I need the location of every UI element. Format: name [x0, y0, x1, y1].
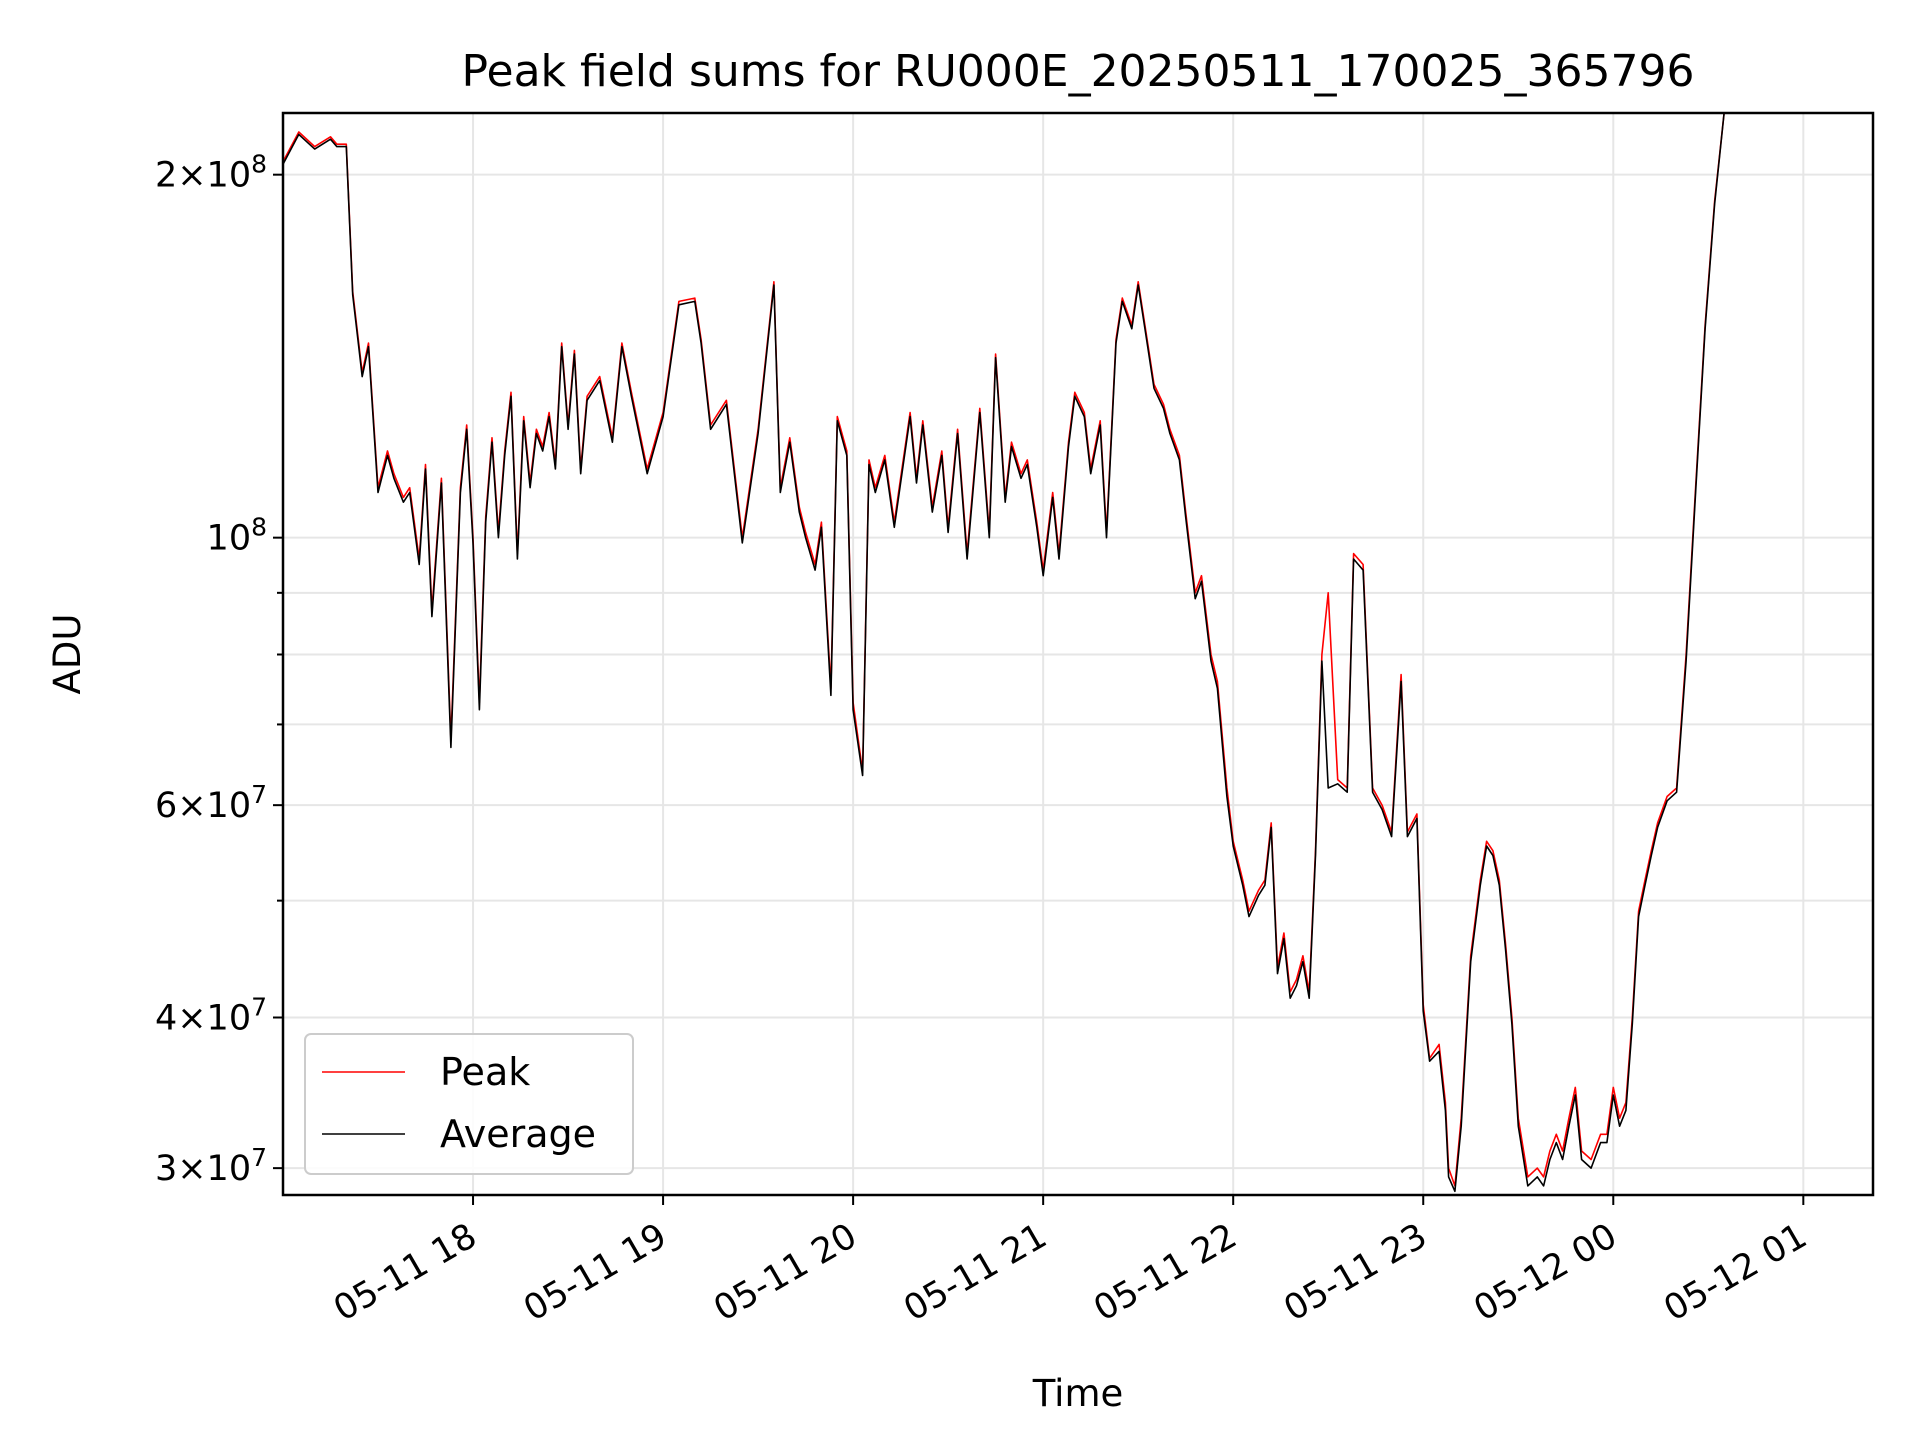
y-tick-base: 3×10	[155, 1149, 251, 1189]
x-axis-label: Time	[1032, 1372, 1124, 1415]
y-axis-label: ADU	[46, 614, 89, 695]
legend-label-average: Average	[440, 1112, 596, 1156]
y-tick-exponent: 7	[251, 780, 267, 809]
legend: Peak Average	[304, 1033, 634, 1175]
y-tick-base: 4×10	[155, 998, 251, 1038]
average-series-line	[283, 113, 1804, 1193]
y-tick-label: 108	[207, 513, 267, 559]
y-tick-label: 2×108	[155, 150, 267, 196]
grid-lines	[283, 113, 1873, 1195]
y-tick-label: 6×107	[155, 780, 267, 826]
y-tick-exponent: 8	[251, 150, 267, 179]
legend-box	[304, 1033, 634, 1175]
y-tick-exponent: 7	[251, 992, 267, 1021]
plot-series	[283, 113, 1804, 1193]
chart-title: Peak field sums for RU000E_20250511_1700…	[462, 46, 1695, 97]
y-tick-exponent: 7	[251, 1143, 267, 1172]
y-tick-base: 2×10	[155, 156, 251, 196]
legend-label-peak: Peak	[440, 1050, 530, 1094]
y-tick-label: 3×107	[155, 1143, 267, 1189]
y-tick-base: 10	[207, 519, 252, 559]
y-tick-base: 6×10	[155, 786, 251, 826]
y-tick-exponent: 8	[251, 513, 267, 542]
y-tick-label: 4×107	[155, 992, 267, 1038]
